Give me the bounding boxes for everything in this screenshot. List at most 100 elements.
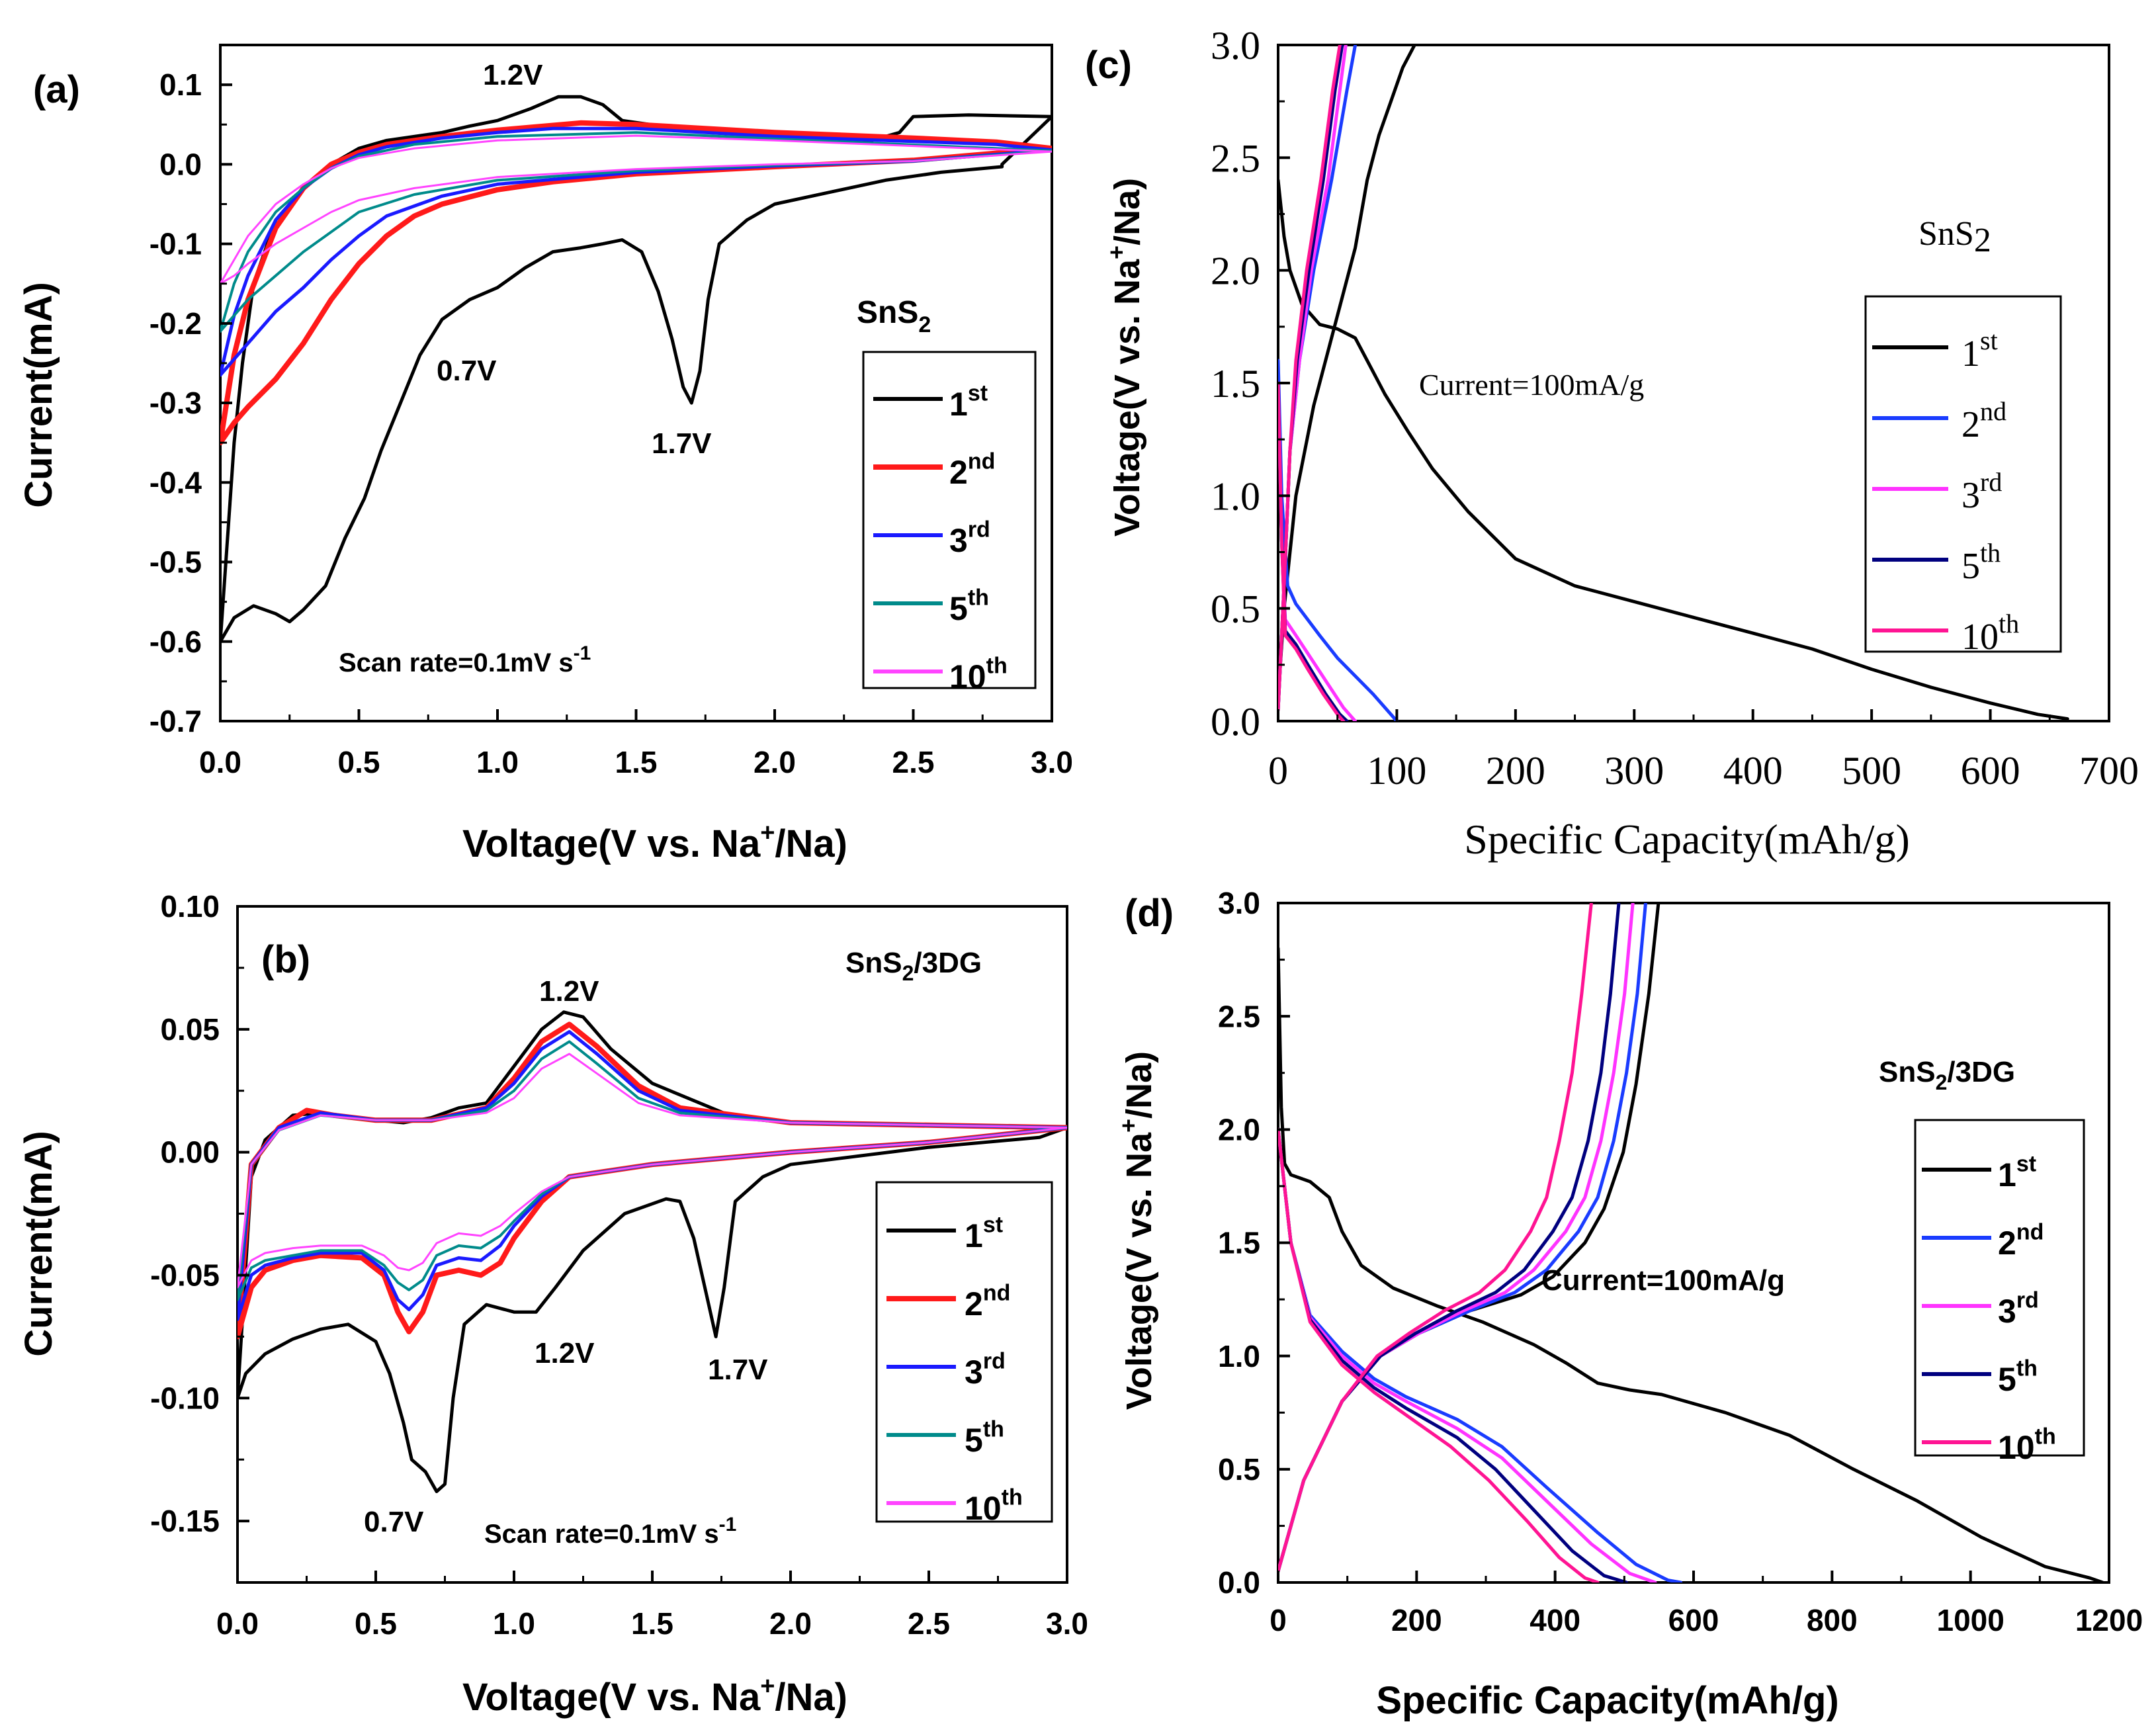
panel-c-x-tick-label: 200 <box>1486 749 1545 793</box>
panel-d-legend-label: 3rd <box>1998 1288 2039 1330</box>
panel-a-series-10th <box>220 134 1052 285</box>
panel-d-material-label: SnS2/3DG <box>1879 1056 2015 1094</box>
panel-c-legend-label: 3rd <box>1962 467 2002 516</box>
panel-b-x-tick-label: 2.0 <box>769 1606 812 1641</box>
panel-d-y-tick-label: 2.5 <box>1218 999 1260 1033</box>
panel-a-series-1st <box>220 95 1052 644</box>
panel-b-legend-label: 10th <box>965 1485 1023 1528</box>
panel-d-y-tick-label: 3.0 <box>1218 886 1260 920</box>
panel-d-y-tick-label: 0.5 <box>1218 1452 1260 1487</box>
panel-b-y-tick-label: 0.00 <box>160 1135 220 1170</box>
panel-c-label: (c) <box>1085 44 1132 87</box>
panel-a-legend-box <box>862 351 1037 689</box>
panel-b-y-tick-label: -0.10 <box>150 1381 220 1415</box>
panel-b-series-1st <box>237 1010 1067 1493</box>
panel-a-series-2nd <box>220 120 1052 446</box>
panel-a-x-ticks: 0.0 0.5 1.0 1.5 2.0 2.5 3.0 <box>199 709 1073 779</box>
panel-d-x-tick-label: 400 <box>1530 1603 1580 1637</box>
panel-a-series-3rd <box>220 126 1052 377</box>
panel-d-series-1st-discharge <box>1278 947 2104 1582</box>
panel-d-y-tick-label: 1.5 <box>1218 1226 1260 1260</box>
panel-c: 0 100 200 300 400 500 600 700 3.0 2.5 2.0 1.5 1.0 0.… <box>1085 24 2139 863</box>
panel-d-legend-label: 10th <box>1998 1424 2056 1467</box>
panel-a-y-tick-label: 0.0 <box>159 147 202 181</box>
panel-a-legend-label: 2nd <box>949 449 995 492</box>
panel-d-label: (d) <box>1125 892 1174 935</box>
panel-a-scan-rate: Scan rate=0.1mV s-1 <box>339 642 591 677</box>
panel-b-legend-label: 3rd <box>965 1349 1006 1391</box>
panel-b-annotation-1.2v-red: 1.2V <box>535 1337 595 1369</box>
panel-a: 0.0 0.5 1.0 1.5 2.0 2.5 3.0 0.1 0.0 -0.1 -0.2 -0.3… <box>17 44 1073 865</box>
panel-b-label: (b) <box>261 938 310 981</box>
panel-c-legend-label: 5th <box>1962 538 2001 587</box>
panel-d-series <box>1278 903 2104 1582</box>
panel-c-x-ticks: 0 100 200 300 400 500 600 700 <box>1268 709 2139 793</box>
panel-c-y-tick-label: 0.0 <box>1211 700 1260 744</box>
panel-b-annotation-0.7v: 0.7V <box>364 1506 424 1538</box>
panel-b-material-label: SnS2/3DG <box>845 947 982 985</box>
panel-b-x-tick-label: 1.5 <box>631 1606 673 1641</box>
panel-a-y-tick-label: -0.1 <box>150 227 202 261</box>
panel-c-x-tick-label: 500 <box>1842 749 1901 793</box>
panel-b-annotation-1.7v: 1.7V <box>708 1354 768 1386</box>
panel-c-series-2nd-discharge <box>1278 359 1399 721</box>
panel-a-ylabel: Current(mA) <box>17 282 60 508</box>
panel-d-x-tick-label: 1000 <box>1936 1603 2004 1637</box>
panel-a-x-tick-label: 1.5 <box>615 745 658 779</box>
panel-b-y-tick-label: 0.05 <box>160 1012 220 1047</box>
panel-a-y-tick-label: 0.1 <box>159 67 202 102</box>
panel-a-x-tick-label: 2.5 <box>892 745 935 779</box>
panel-b-scan-rate: Scan rate=0.1mV s-1 <box>484 1514 736 1549</box>
panel-b-y-tick-label: 0.10 <box>160 889 220 924</box>
panel-a-annotation-1.7v: 1.7V <box>652 427 712 460</box>
panel-c-x-tick-label: 0 <box>1268 749 1288 793</box>
panel-b-legend-label: 2nd <box>965 1281 1010 1323</box>
panel-c-y-tick-label: 2.0 <box>1211 249 1260 293</box>
panel-d-series-10th-charge <box>1278 903 1593 1573</box>
panel-d-current: Current=100mA/g <box>1541 1264 1785 1297</box>
panel-c-legend-label: 10th <box>1962 609 2019 658</box>
panel-a-y-tick-label: -0.5 <box>150 545 202 580</box>
panel-a-x-tick-label: 0.0 <box>199 745 241 779</box>
panel-a-y-tick-label: -0.2 <box>150 306 202 341</box>
panel-c-y-tick-label: 1.5 <box>1211 362 1260 406</box>
panel-d-y-tick-label: 1.0 <box>1218 1339 1260 1373</box>
panel-a-y-tick-label: -0.4 <box>150 465 202 499</box>
panel-b-legend-box <box>875 1181 1053 1523</box>
panel-b-y-tick-label: -0.15 <box>150 1504 220 1538</box>
panel-c-material-label: SnS2 <box>1919 215 1991 259</box>
panel-a-legend-label: 5th <box>949 585 989 628</box>
panel-b-annotation-1.2v-ox: 1.2V <box>539 975 599 1008</box>
panel-a-y-tick-label: -0.3 <box>150 386 202 420</box>
panel-c-y-tick-label: 3.0 <box>1211 24 1260 67</box>
panel-c-x-tick-label: 700 <box>2079 749 2139 793</box>
panel-a-x-tick-label: 3.0 <box>1031 745 1073 779</box>
panel-a-x-tick-label: 1.0 <box>476 745 519 779</box>
panel-d-legend: 1st 2nd 3rd 5th 10th <box>1914 1119 2085 1467</box>
panel-c-x-tick-label: 300 <box>1604 749 1664 793</box>
panel-c-y-tick-label: 0.5 <box>1211 587 1260 631</box>
panel-d-x-tick-label: 200 <box>1391 1603 1442 1637</box>
panel-d-series-10th-discharge <box>1278 1127 1600 1582</box>
panel-d-x-tick-label: 600 <box>1668 1603 1719 1637</box>
panel-a-series <box>220 95 1052 644</box>
panel-b-series-10th <box>237 1053 1067 1289</box>
panel-c-current: Current=100mA/g <box>1419 368 1644 402</box>
panel-c-series-10th-charge <box>1278 45 1342 712</box>
panel-a-legend-label: 1st <box>949 381 988 423</box>
panel-a-y-ticks: 0.1 0.0 -0.1 -0.2 -0.3 -0.4 -0.5 -0.6 -0.7 <box>150 67 232 738</box>
panel-a-legend: 1st 2nd 3rd 5th 10th <box>862 351 1037 695</box>
panel-b-x-tick-label: 2.5 <box>908 1606 950 1641</box>
panel-a-y-tick-label: -0.6 <box>150 625 202 659</box>
panel-c-series-2nd-charge <box>1278 45 1358 712</box>
panel-c-y-tick-label: 2.5 <box>1211 136 1260 180</box>
panel-d-legend-label: 1st <box>1998 1152 2036 1194</box>
panel-a-material-label: SnS2 <box>857 295 931 337</box>
panel-d-xlabel: Specific Capacity(mAh/g) <box>1376 1679 1838 1722</box>
panel-d: 0 200 400 600 800 1000 1200 3.0 2.5 2.0 1.5 1.0 0.5… <box>1115 886 2143 1722</box>
panel-b-legend: 1st 2nd 3rd 5th 10th <box>875 1181 1053 1528</box>
panel-c-legend-label: 2nd <box>1962 396 2006 445</box>
panel-c-series-1st-charge <box>1278 45 1416 701</box>
panel-b-legend-label: 5th <box>965 1417 1004 1459</box>
